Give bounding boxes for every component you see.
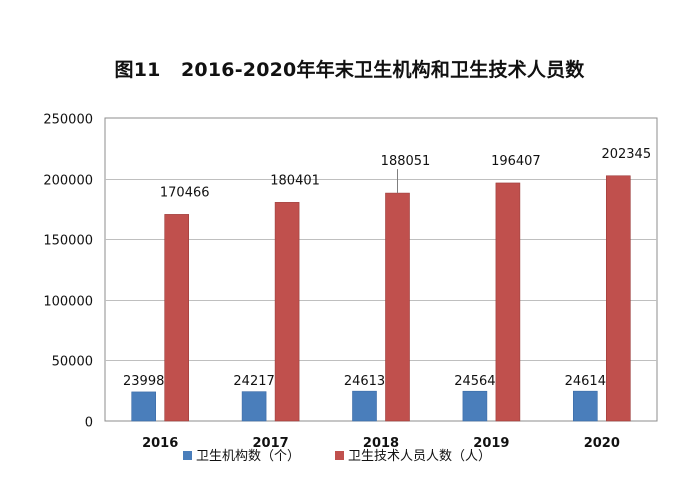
legend-label-series-1: 卫生机构数（个） bbox=[196, 449, 300, 464]
x-tick-label: 2016 bbox=[142, 436, 178, 451]
plot-area bbox=[104, 117, 658, 422]
data-label-series-2: 202345 bbox=[601, 147, 651, 162]
bar-series-1 bbox=[572, 390, 598, 422]
x-tick-label: 2017 bbox=[253, 436, 289, 451]
bar-series-2 bbox=[605, 175, 631, 422]
data-label-series-2: 196407 bbox=[491, 154, 541, 169]
bar-series-1 bbox=[131, 391, 156, 422]
y-tick-label: 0 bbox=[85, 416, 93, 431]
data-label-series-1: 24217 bbox=[233, 374, 274, 389]
y-tick-label: 200000 bbox=[43, 174, 93, 189]
chart-title: 图11 2016-2020年年末卫生机构和卫生技术人员数 bbox=[114, 59, 585, 81]
data-label-series-1: 24614 bbox=[565, 374, 606, 389]
y-tick-label: 50000 bbox=[52, 355, 93, 370]
data-label-series-2: 188051 bbox=[381, 154, 431, 169]
x-tick-label: 2020 bbox=[584, 436, 620, 451]
legend-swatch-series-1 bbox=[183, 451, 192, 460]
x-tick-label: 2018 bbox=[363, 436, 399, 451]
legend-swatch-series-2 bbox=[335, 451, 344, 460]
bar-series-2 bbox=[274, 202, 300, 422]
bar-series-2 bbox=[385, 192, 410, 422]
legend-label-series-2: 卫生技术人员人数（人） bbox=[348, 449, 491, 464]
y-tick-label: 100000 bbox=[43, 295, 93, 310]
bar-series-1 bbox=[241, 391, 267, 422]
data-label-series-2: 170466 bbox=[160, 185, 210, 200]
bar-series-1 bbox=[352, 390, 377, 422]
x-tick-label: 2019 bbox=[473, 436, 509, 451]
bar-series-2 bbox=[495, 182, 521, 422]
data-label-series-2: 180401 bbox=[270, 173, 320, 188]
y-tick-label: 250000 bbox=[43, 113, 93, 128]
y-tick-label: 150000 bbox=[43, 234, 93, 249]
bar-series-1 bbox=[462, 390, 488, 422]
data-label-series-1: 24613 bbox=[344, 374, 385, 389]
bar-series-2 bbox=[164, 214, 189, 422]
data-label-series-1: 23998 bbox=[123, 374, 164, 389]
data-label-series-1: 24564 bbox=[454, 374, 495, 389]
